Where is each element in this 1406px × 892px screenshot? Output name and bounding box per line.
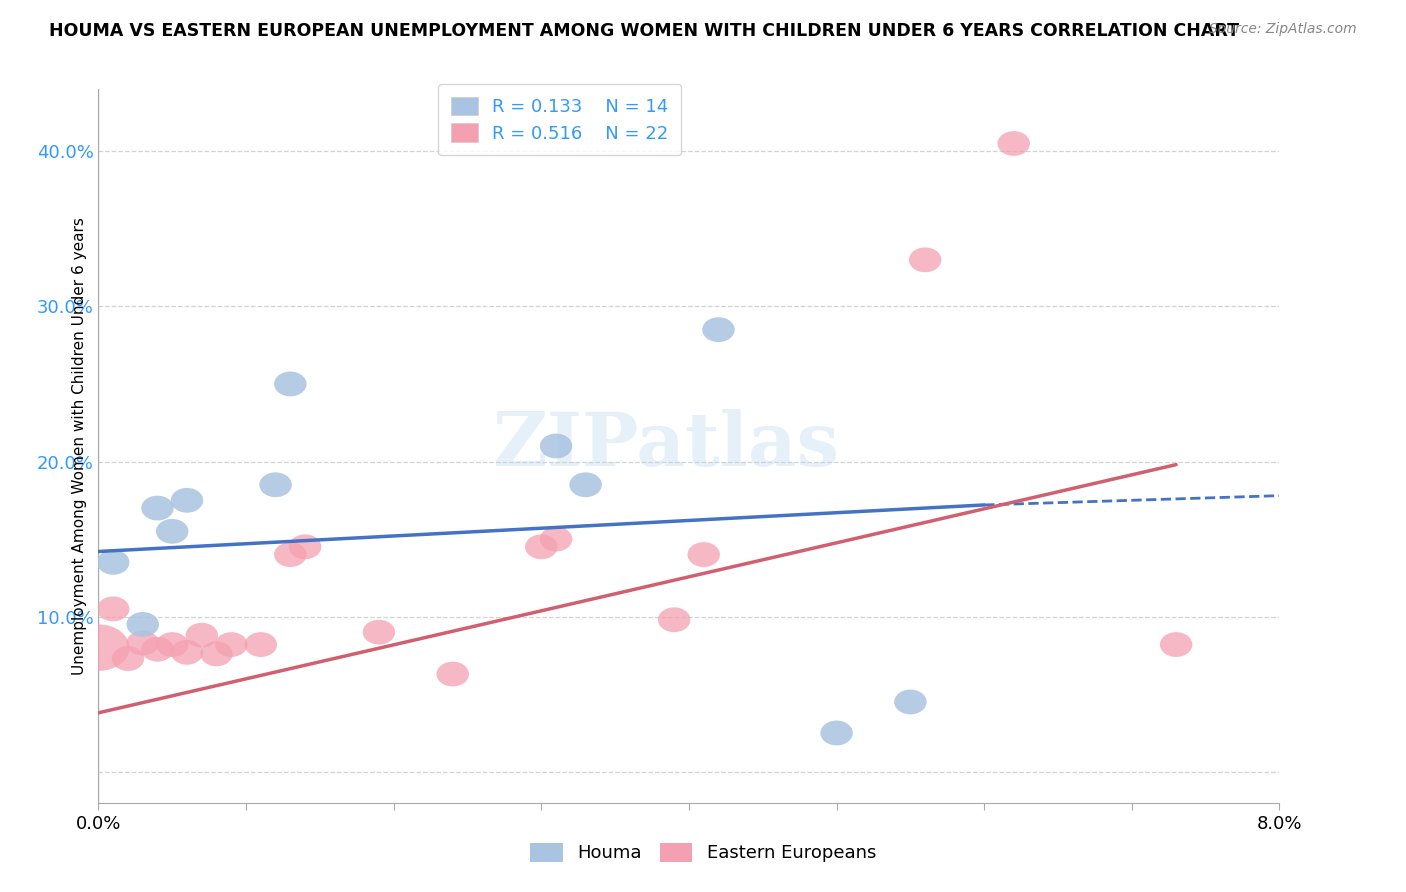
- Ellipse shape: [524, 534, 558, 559]
- Ellipse shape: [200, 641, 233, 666]
- Text: HOUMA VS EASTERN EUROPEAN UNEMPLOYMENT AMONG WOMEN WITH CHILDREN UNDER 6 YEARS C: HOUMA VS EASTERN EUROPEAN UNEMPLOYMENT A…: [49, 22, 1239, 40]
- Ellipse shape: [245, 632, 277, 657]
- Ellipse shape: [170, 640, 204, 665]
- Ellipse shape: [156, 632, 188, 657]
- Ellipse shape: [894, 690, 927, 714]
- Ellipse shape: [540, 434, 572, 458]
- Ellipse shape: [97, 597, 129, 622]
- Y-axis label: Unemployment Among Women with Children Under 6 years: Unemployment Among Women with Children U…: [72, 217, 87, 675]
- Ellipse shape: [274, 372, 307, 396]
- Ellipse shape: [141, 637, 174, 662]
- Ellipse shape: [658, 607, 690, 632]
- Ellipse shape: [259, 473, 292, 497]
- Ellipse shape: [215, 632, 247, 657]
- Ellipse shape: [127, 631, 159, 656]
- Legend: R = 0.133    N = 14, R = 0.516    N = 22: R = 0.133 N = 14, R = 0.516 N = 22: [439, 84, 681, 155]
- Ellipse shape: [97, 550, 129, 574]
- Ellipse shape: [141, 496, 174, 520]
- Ellipse shape: [997, 131, 1031, 156]
- Ellipse shape: [436, 662, 470, 687]
- Legend: Houma, Eastern Europeans: Houma, Eastern Europeans: [523, 836, 883, 870]
- Ellipse shape: [820, 721, 853, 746]
- Ellipse shape: [688, 542, 720, 567]
- Text: Source: ZipAtlas.com: Source: ZipAtlas.com: [1209, 22, 1357, 37]
- Ellipse shape: [540, 526, 572, 551]
- Ellipse shape: [127, 612, 159, 637]
- Ellipse shape: [186, 623, 218, 648]
- Ellipse shape: [274, 542, 307, 567]
- Text: ZIPatlas: ZIPatlas: [492, 409, 839, 483]
- Ellipse shape: [1160, 632, 1192, 657]
- Ellipse shape: [111, 646, 145, 671]
- Ellipse shape: [288, 534, 322, 559]
- Ellipse shape: [67, 624, 129, 671]
- Ellipse shape: [908, 247, 942, 272]
- Ellipse shape: [569, 473, 602, 497]
- Ellipse shape: [170, 488, 204, 513]
- Ellipse shape: [702, 318, 735, 342]
- Ellipse shape: [156, 519, 188, 544]
- Ellipse shape: [363, 620, 395, 645]
